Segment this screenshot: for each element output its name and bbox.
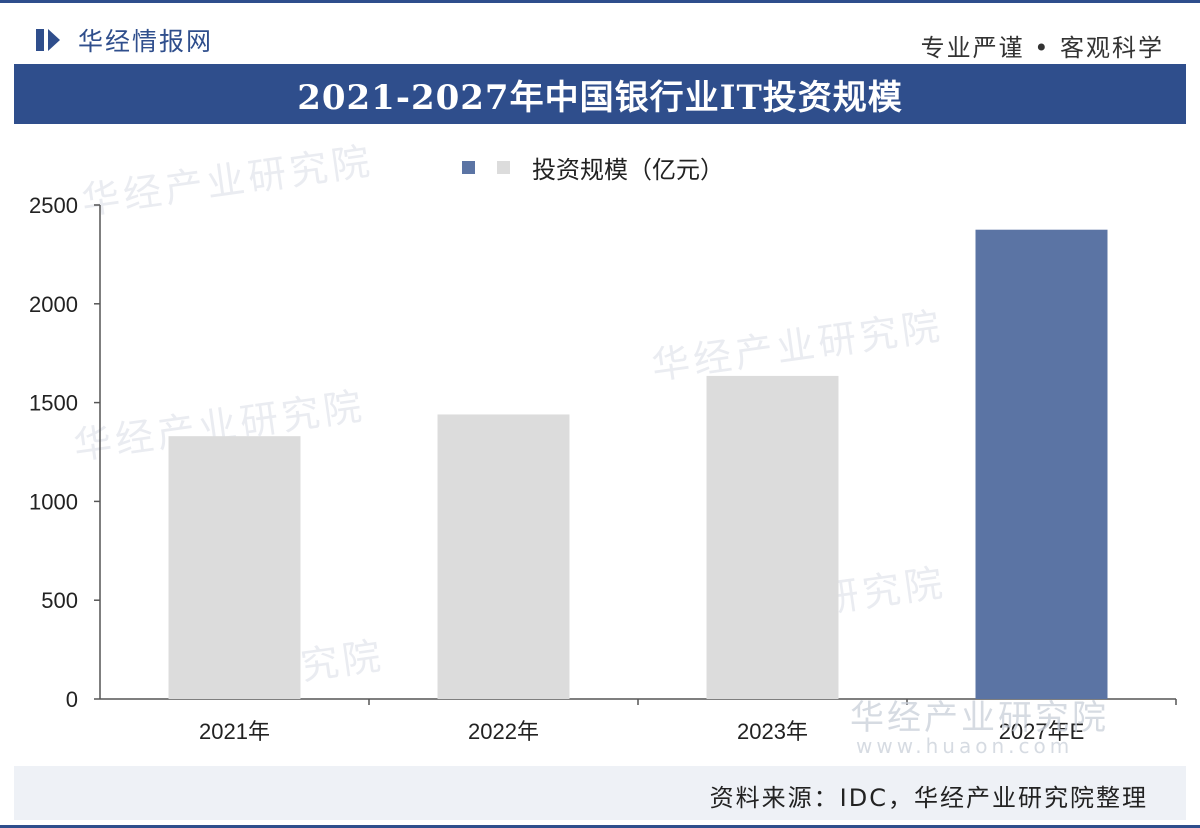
title-bar: 2021-2027年中国银行业IT投资规模 [14,64,1186,124]
y-tick-label: 500 [41,588,78,613]
legend: 投资规模（亿元） [462,150,724,185]
watermark-site: www.huaon.com [856,734,1074,758]
bar [975,229,1108,699]
brand-name: 华经情报网 [78,27,214,56]
y-tick-label: 2500 [29,193,78,218]
chart-title: 2021-2027年中国银行业IT投资规模 [297,77,903,118]
x-tick-label: 2021年 [199,719,270,744]
y-tick-label: 0 [66,687,78,712]
header: 华经情报网 专业严谨 • 客观科学 [0,8,1200,64]
brand-logo: 华经情报网 [34,25,214,56]
x-tick-label: 2022年 [468,719,539,744]
logo-icon [36,29,60,51]
x-tick-label: 2027年E [999,719,1085,744]
legend-swatch-series [497,161,510,174]
footer: 资料来源：IDC，华经产业研究院整理 [14,766,1186,820]
y-tick-label: 2000 [29,292,78,317]
x-tick-label: 2023年 [737,719,808,744]
watermark-brand: 华经产业研究院 [850,698,1109,738]
bar [437,414,570,699]
y-tick-label: 1000 [29,489,78,514]
legend-swatch-highlight [462,161,475,174]
bar [168,436,301,699]
source-note: 资料来源：IDC，华经产业研究院整理 [709,784,1148,812]
bar [706,375,839,699]
y-tick-label: 1500 [29,391,78,416]
slogan: 专业严谨 • 客观科学 [920,34,1164,62]
legend-label: 投资规模（亿元） [532,156,724,184]
